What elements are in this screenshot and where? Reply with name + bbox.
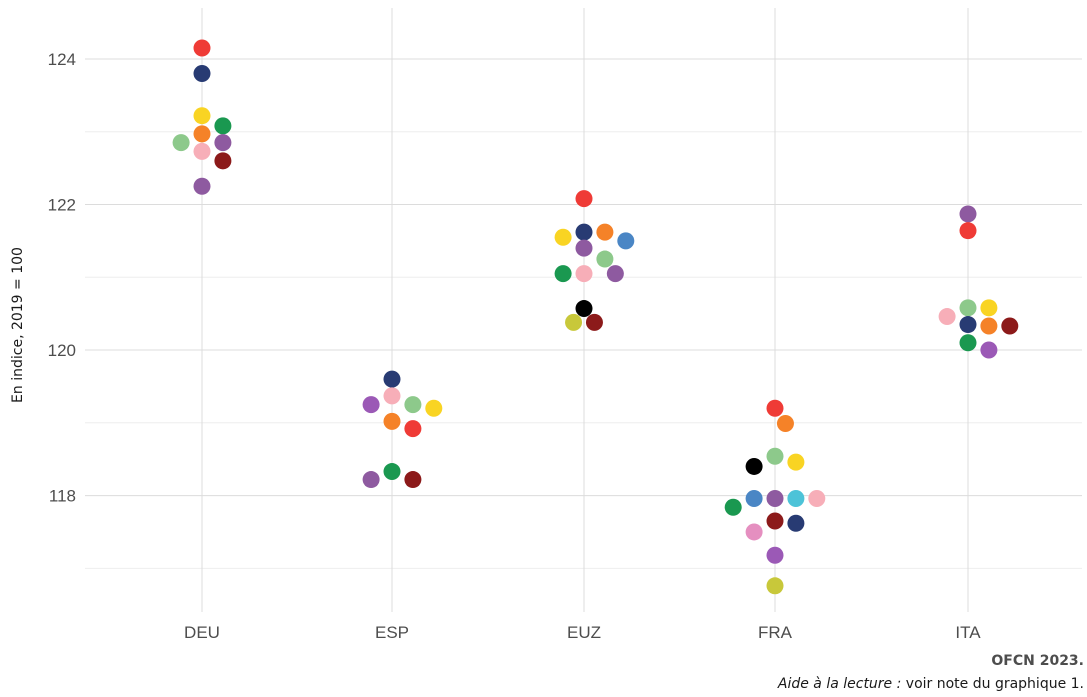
data-points — [172, 39, 1019, 595]
data-point-fra — [745, 489, 763, 507]
reading-note-text: voir note du graphique 1. — [901, 676, 1084, 692]
data-point-esp — [404, 420, 422, 438]
reading-note: Aide à la lecture : voir note du graphiq… — [778, 676, 1084, 692]
data-point-esp — [383, 387, 401, 405]
y-tick-label: 118 — [49, 487, 76, 506]
data-point-esp — [383, 412, 401, 430]
data-point-deu — [214, 117, 232, 135]
data-point-fra — [724, 498, 742, 516]
data-point-fra — [766, 512, 784, 530]
x-tick-label-deu: DEU — [184, 623, 220, 642]
data-point-deu — [193, 39, 211, 57]
data-point-fra — [787, 489, 805, 507]
data-point-euz — [554, 265, 572, 283]
reading-note-label: Aide à la lecture : — [777, 676, 902, 692]
data-point-ita — [980, 317, 998, 335]
x-tick-label-euz: EUZ — [567, 623, 601, 642]
data-point-ita — [980, 341, 998, 359]
data-point-esp — [404, 471, 422, 489]
data-point-fra — [745, 457, 763, 475]
data-point-fra — [766, 489, 784, 507]
data-point-fra — [766, 447, 784, 465]
y-tick-label: 120 — [48, 341, 76, 360]
data-point-euz — [585, 313, 603, 331]
source-credit: OFCN 2023. — [991, 653, 1084, 669]
data-point-ita — [959, 299, 977, 317]
data-point-deu — [193, 142, 211, 160]
x-tick-label-fra: FRA — [758, 623, 793, 642]
x-tick-label-esp: ESP — [375, 623, 409, 642]
data-point-euz — [554, 228, 572, 246]
data-point-euz — [565, 313, 583, 331]
data-point-deu — [193, 125, 211, 143]
data-point-deu — [193, 107, 211, 125]
data-point-fra — [745, 523, 763, 541]
y-tick-label: 124 — [48, 50, 76, 69]
data-point-deu — [214, 152, 232, 170]
data-point-fra — [787, 453, 805, 471]
data-point-euz — [575, 300, 593, 318]
data-point-fra — [808, 489, 826, 507]
data-point-esp — [362, 396, 380, 414]
data-point-ita — [959, 222, 977, 240]
y-axis-tick-labels: 118 120 122 124 — [48, 50, 76, 506]
data-point-deu — [193, 177, 211, 195]
data-point-ita — [938, 308, 956, 326]
data-point-ita — [959, 205, 977, 223]
data-point-euz — [575, 223, 593, 241]
data-point-fra — [766, 399, 784, 417]
data-point-euz — [606, 265, 624, 283]
data-point-ita — [959, 334, 977, 352]
data-point-deu — [172, 134, 190, 152]
data-point-ita — [1001, 317, 1019, 335]
data-point-euz — [575, 239, 593, 257]
data-point-ita — [980, 299, 998, 317]
data-point-deu — [193, 64, 211, 82]
x-tick-label-ita: ITA — [955, 623, 981, 642]
data-point-deu — [214, 134, 232, 152]
data-point-fra — [776, 415, 794, 433]
data-point-euz — [575, 265, 593, 283]
data-point-euz — [617, 232, 635, 250]
data-point-euz — [596, 250, 614, 268]
y-tick-label: 122 — [48, 195, 76, 214]
data-point-euz — [596, 223, 614, 241]
data-point-fra — [766, 577, 784, 595]
y-axis-title: En indice, 2019 = 100 — [10, 247, 26, 403]
data-point-esp — [362, 471, 380, 489]
data-point-fra — [787, 514, 805, 532]
x-axis-tick-labels: DEU ESP EUZ FRA ITA — [184, 623, 981, 642]
data-point-fra — [766, 546, 784, 564]
data-point-euz — [575, 190, 593, 208]
data-point-esp — [383, 463, 401, 481]
data-point-esp — [383, 370, 401, 388]
data-point-esp — [425, 399, 443, 417]
data-point-ita — [959, 316, 977, 334]
data-point-esp — [404, 396, 422, 414]
